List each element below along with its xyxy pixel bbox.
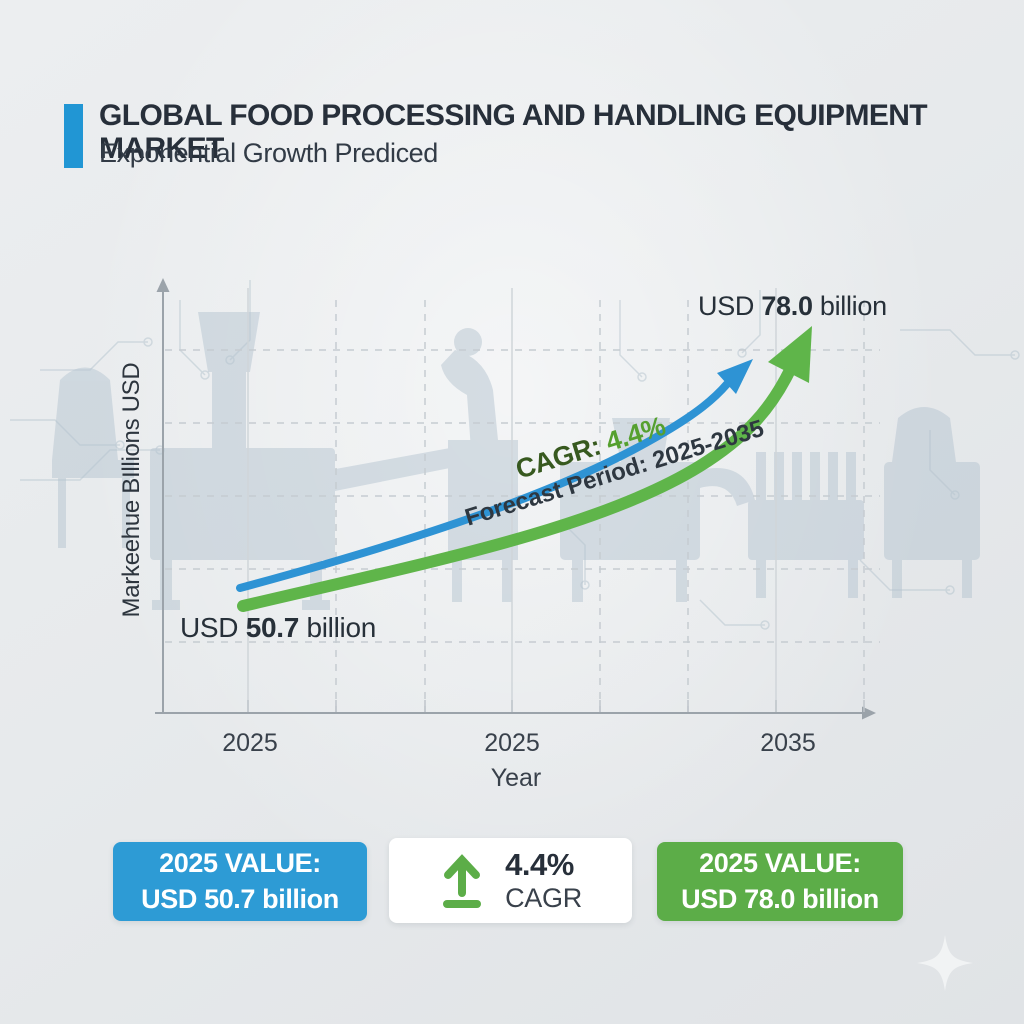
green-growth-arrow [237, 326, 812, 612]
start-value-suffix: billion [306, 612, 376, 643]
page-subtitle: Exponential Growth Prediced [99, 138, 438, 168]
axes [155, 278, 876, 720]
start-value-number: 50.7 [245, 612, 300, 643]
start-value-label: USD 50.7 billion [180, 612, 376, 644]
blue-card-line2: USD 50.7 billion [141, 883, 339, 914]
sparkle-icon [917, 935, 973, 991]
start-value-prefix: USD [180, 612, 239, 643]
green-card-line1: 2025 VALUE: [699, 848, 861, 879]
cagr-card-label: CAGR [505, 883, 582, 913]
blue-growth-arrow [236, 359, 753, 592]
end-value-prefix: USD [698, 291, 755, 321]
blue-card-line1: 2025 VALUE: [159, 848, 321, 879]
x-tick-2035: 2035 [760, 729, 816, 757]
x-axis-title: Year [490, 764, 542, 792]
stat-card-2035-value: 2025 VALUE: USD 78.0 billion [657, 842, 903, 921]
end-value-suffix: billion [819, 291, 887, 321]
y-axis-label: Markeehue BIllions USD [118, 362, 145, 618]
growth-arrow-icon [443, 853, 482, 908]
end-value-label: USD 78.0 billion [698, 291, 887, 322]
green-card-line2: USD 78.0 billion [681, 883, 879, 914]
cagr-card-value: 4.4% [505, 847, 574, 882]
end-value-number: 78.0 [761, 291, 813, 321]
stat-card-2025-value: 2025 VALUE: USD 50.7 billion [113, 842, 367, 921]
x-tick-2025-mid: 2025 [484, 729, 540, 757]
page-title: GLOBAL FOOD PROCESSING AND HANDLING EQUI… [99, 99, 928, 165]
x-tick-2025-start: 2025 [222, 729, 278, 757]
x-axis-ticks [247, 700, 865, 712]
title-accent-bar [64, 104, 83, 168]
stat-card-cagr: 4.4% CAGR [389, 838, 632, 923]
